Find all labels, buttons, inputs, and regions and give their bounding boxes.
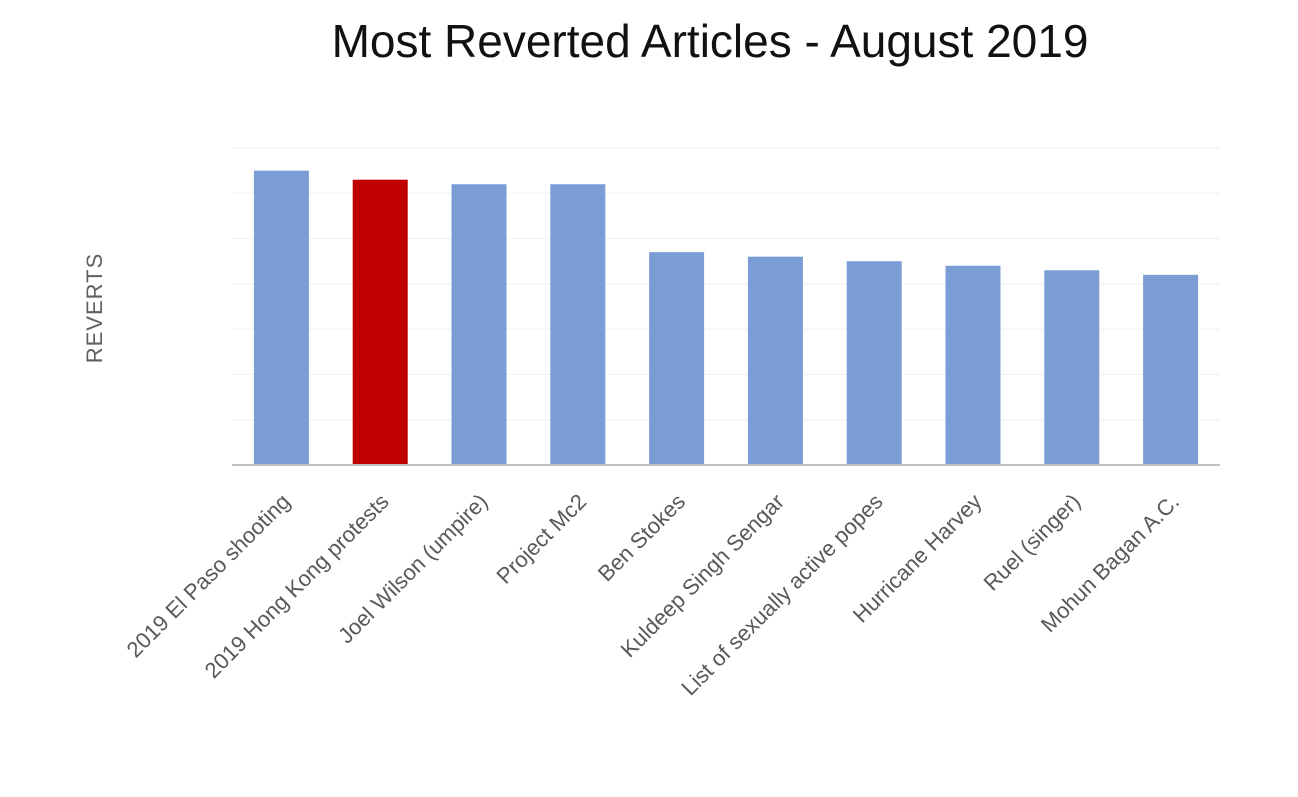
bar-4	[649, 252, 705, 465]
x-tick-label: Kuldeep Singh Sengar	[616, 489, 789, 662]
x-tick-label: 2019 El Paso shooting	[122, 489, 295, 662]
bar-3	[550, 184, 606, 465]
bars	[253, 170, 1199, 465]
bar-6	[846, 261, 902, 465]
bar-9	[1143, 274, 1199, 465]
x-tick-label: 2019 Hong Kong protests	[200, 489, 394, 683]
bar-1	[352, 179, 408, 465]
bar-8	[1044, 270, 1100, 465]
x-tick-label: Project Mc2	[492, 489, 592, 589]
bar-5	[747, 256, 803, 465]
x-tick-label: List of sexually active popes	[676, 489, 887, 700]
x-tick-label: Ruel (singer)	[979, 489, 1086, 596]
bar-2	[451, 184, 507, 465]
bar-7	[945, 265, 1001, 465]
chart-title: Most Reverted Articles - August 2019	[331, 15, 1089, 67]
bar-0	[253, 170, 309, 465]
x-tick-label: Ben Stokes	[593, 489, 690, 586]
